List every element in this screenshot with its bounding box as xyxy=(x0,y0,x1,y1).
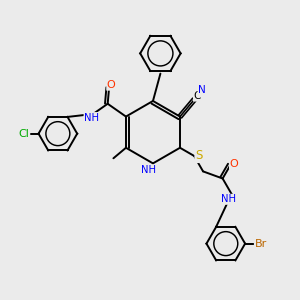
Text: O: O xyxy=(107,80,116,90)
Text: NH: NH xyxy=(141,165,156,175)
Text: N: N xyxy=(198,85,206,95)
Text: C: C xyxy=(194,91,201,101)
Text: NH: NH xyxy=(84,112,99,123)
Text: Cl: Cl xyxy=(19,129,30,139)
Text: NH: NH xyxy=(221,194,236,204)
Text: Br: Br xyxy=(254,238,267,249)
Text: O: O xyxy=(230,159,238,169)
Text: S: S xyxy=(195,149,202,162)
